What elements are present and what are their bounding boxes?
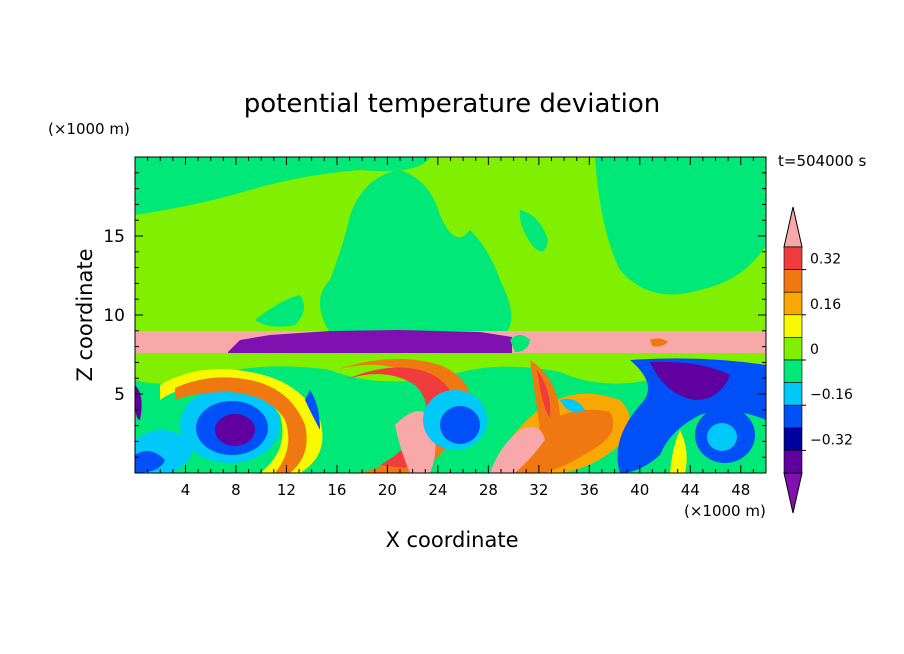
x-tick-label: 4 bbox=[181, 481, 191, 499]
colorbar: 0.32 0.16 0 −0.16 −0.32 bbox=[783, 206, 853, 514]
colorbar-tick-label: 0 bbox=[810, 342, 819, 358]
colorbar-tick-label: 0.16 bbox=[810, 297, 841, 313]
colorbar-swatch bbox=[783, 314, 803, 338]
colorbar-tick-label: −0.16 bbox=[810, 387, 853, 403]
x-tick-label: 16 bbox=[327, 481, 346, 499]
colorbar-swatch bbox=[783, 337, 803, 361]
x-tick-label: 40 bbox=[630, 481, 649, 499]
colorbar-lower-extend bbox=[783, 472, 803, 514]
x-tick-label: 28 bbox=[479, 481, 498, 499]
x-axis-label: X coordinate bbox=[385, 528, 518, 552]
y-axis-label: Z coordinate bbox=[73, 248, 97, 381]
x-tick-label: 24 bbox=[428, 481, 447, 499]
colorbar-upper-extend bbox=[783, 206, 803, 248]
x-axis: 4 8 12 16 20 24 28 32 36 40 44 48 bbox=[147, 157, 754, 499]
chart-title: potential temperature deviation bbox=[244, 89, 660, 119]
colorbar-swatch bbox=[783, 359, 803, 383]
y-unit-label: (×1000 m) bbox=[48, 120, 130, 138]
contour-field bbox=[135, 157, 766, 473]
x-tick-label: 8 bbox=[231, 481, 241, 499]
y-tick-label: 15 bbox=[103, 227, 125, 247]
colorbar-swatch bbox=[783, 246, 803, 270]
y-tick-label: 10 bbox=[103, 306, 125, 326]
time-label: t=504000 s bbox=[778, 152, 866, 170]
colorbar-swatch bbox=[783, 404, 803, 429]
x-tick-label: 44 bbox=[681, 481, 700, 499]
x-tick-label: 20 bbox=[378, 481, 397, 499]
colorbar-swatch bbox=[783, 450, 803, 474]
colorbar-swatch bbox=[783, 382, 803, 406]
colorbar-swatch bbox=[783, 427, 803, 451]
x-unit-label: (×1000 m) bbox=[684, 502, 766, 520]
x-tick-label: 32 bbox=[529, 481, 548, 499]
colorbar-swatch bbox=[783, 291, 803, 316]
x-tick-label: 12 bbox=[277, 481, 296, 499]
colorbar-swatch bbox=[783, 269, 803, 293]
colorbar-tick-label: −0.32 bbox=[810, 432, 853, 448]
y-axis: 5 10 15 bbox=[103, 172, 766, 458]
x-tick-label: 48 bbox=[731, 481, 750, 499]
colorbar-tick-label: 0.32 bbox=[810, 252, 841, 268]
y-tick-label: 5 bbox=[114, 385, 125, 405]
x-tick-label: 36 bbox=[580, 481, 599, 499]
